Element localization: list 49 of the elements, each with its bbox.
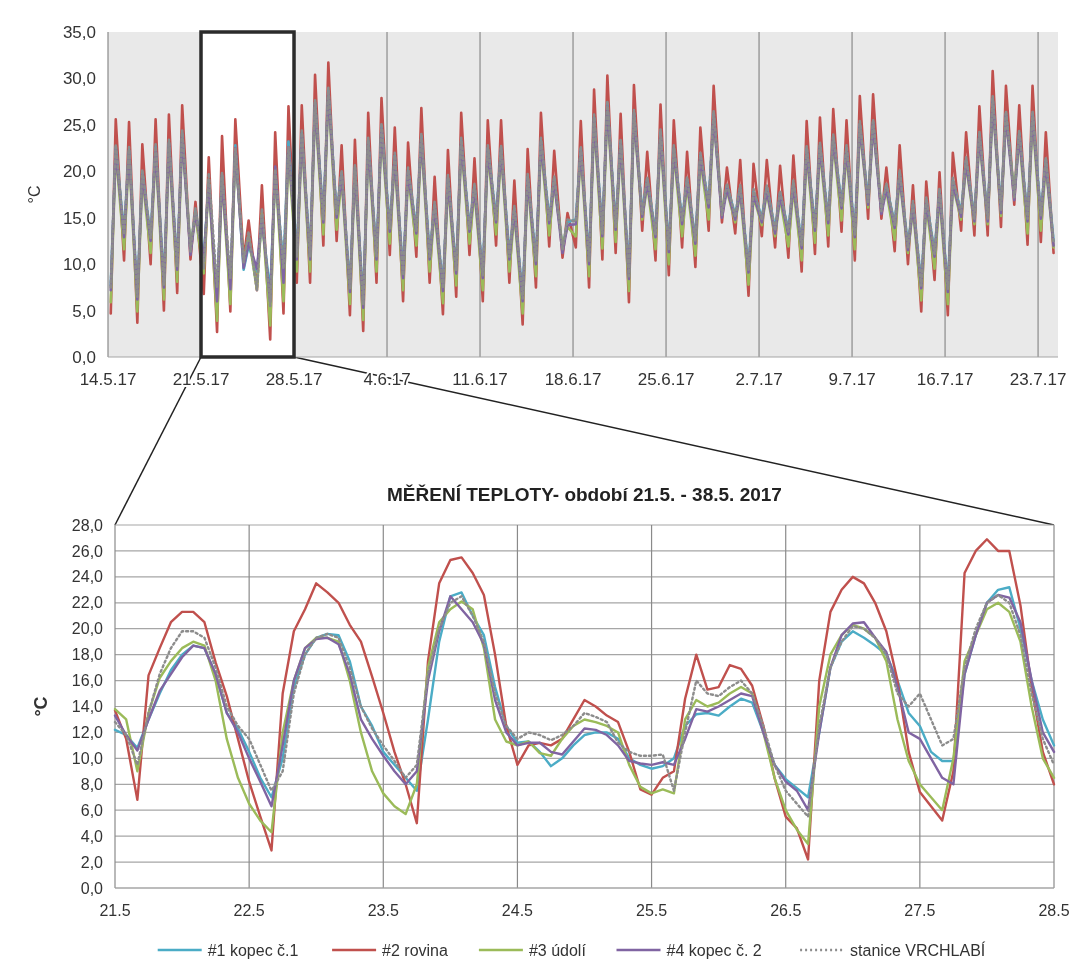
y-tick-label: 2,0 <box>80 853 104 871</box>
y-tick-label: 16,0 <box>71 672 104 690</box>
y-tick-label: 28,0 <box>71 516 104 534</box>
y-tick-label: 0,0 <box>80 879 104 897</box>
x-tick-label: 9.7.17 <box>828 370 876 389</box>
line-series <box>113 538 1056 861</box>
x-tick-label: 25.5 <box>636 902 668 919</box>
x-tick-label: 23.5 <box>367 902 399 919</box>
y-tick-label: 10,0 <box>62 255 96 275</box>
y-tick-label: 12,0 <box>71 724 104 742</box>
x-tick-label: 27.5 <box>904 902 936 919</box>
x-tick-label: 22.5 <box>233 902 265 919</box>
y-tick-label: 24,0 <box>71 568 104 586</box>
y-tick-label: 4,0 <box>80 827 104 845</box>
y-axis-title: °C <box>31 696 51 717</box>
x-tick-label: 18.6.17 <box>544 370 602 389</box>
x-tick-label: 24.5 <box>501 902 534 919</box>
x-tick-label: 28.5.17 <box>265 370 323 389</box>
y-tick-label: 18,0 <box>71 646 104 664</box>
y-tick-label: 5,0 <box>72 301 96 321</box>
y-tick-label: 25,0 <box>62 115 96 135</box>
y-tick-label: 14,0 <box>71 698 104 716</box>
x-tick-label: 16.7.17 <box>916 370 974 389</box>
legend-label: #2 rovina <box>382 942 449 959</box>
y-tick-label: 10,0 <box>71 749 104 767</box>
x-tick-label: 2.7.17 <box>735 370 783 389</box>
y-tick-label: 26,0 <box>71 542 104 560</box>
x-tick-label: 25.6.17 <box>637 370 695 389</box>
x-tick-label: 21.5 <box>99 902 131 919</box>
x-tick-label: 23.7.17 <box>1009 370 1067 389</box>
y-tick-label: 35,0 <box>62 22 96 42</box>
x-tick-label: 14.5.17 <box>79 370 137 389</box>
y-tick-label: 20,0 <box>71 620 104 638</box>
y-tick-label: 22,0 <box>71 594 104 612</box>
y-tick-label: 20,0 <box>62 162 96 182</box>
legend-label: #4 kopec č. 2 <box>666 942 762 959</box>
y-tick-label: 8,0 <box>80 775 104 793</box>
y-tick-label: 6,0 <box>80 801 104 819</box>
legend-label: #1 kopec č.1 <box>207 942 299 959</box>
legend-label: stanice VRCHLABÍ <box>850 941 986 959</box>
y-tick-label: 30,0 <box>62 69 96 89</box>
legend-label: #3 údolí <box>528 942 587 959</box>
chart-title: MĚŘENÍ TEPLOTY- období 21.5. - 38.5. 2017 <box>387 484 782 505</box>
x-tick-label: 26.5 <box>770 902 802 919</box>
x-tick-label: 28.5 <box>1038 902 1070 919</box>
y-tick-label: 0,0 <box>72 347 96 367</box>
y-tick-label: 15,0 <box>62 208 96 228</box>
x-tick-label: 11.6.17 <box>452 370 508 389</box>
y-axis-title: °C <box>26 185 43 204</box>
